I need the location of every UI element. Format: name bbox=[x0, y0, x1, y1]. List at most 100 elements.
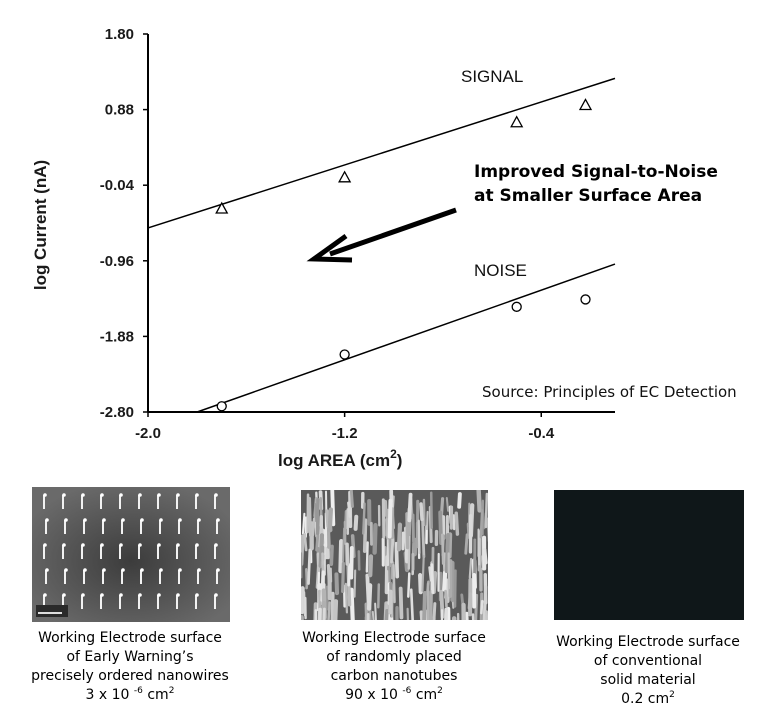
nanotube bbox=[327, 601, 331, 620]
nanotube bbox=[372, 523, 378, 555]
nanotube bbox=[377, 583, 381, 609]
nanotube bbox=[426, 510, 429, 531]
nanotube bbox=[344, 582, 349, 614]
data-point-noise bbox=[511, 301, 522, 312]
nanotube bbox=[301, 512, 306, 535]
nanowire-tip bbox=[157, 543, 161, 547]
data-point-signal bbox=[215, 201, 229, 214]
nanotube bbox=[417, 519, 421, 555]
x-axis-title: log AREA (cm2) bbox=[278, 447, 402, 470]
nanowire-tip bbox=[83, 568, 87, 572]
nanowire-tip bbox=[214, 593, 218, 597]
nanotube bbox=[353, 569, 357, 598]
nanotube bbox=[308, 497, 312, 537]
nanotube bbox=[451, 616, 457, 620]
nanowire-tip bbox=[100, 543, 104, 547]
nanotube bbox=[421, 554, 425, 592]
nanotube bbox=[341, 561, 345, 594]
nanotube bbox=[350, 534, 356, 558]
nanotube bbox=[479, 509, 484, 539]
y-tick-label: 1.80 bbox=[105, 26, 134, 43]
nanotube bbox=[422, 590, 427, 620]
fit-line-signal bbox=[147, 77, 616, 229]
nanotube bbox=[442, 570, 448, 592]
nanotube bbox=[349, 545, 354, 580]
nanowire-tip bbox=[62, 593, 66, 597]
caption-nanowires: Working Electrode surface of Early Warni… bbox=[31, 630, 229, 703]
nanotube bbox=[303, 532, 308, 552]
nanotube bbox=[347, 563, 351, 587]
nanowire-tip bbox=[140, 518, 144, 522]
nanotube bbox=[349, 490, 354, 508]
nanotube bbox=[364, 602, 369, 620]
nanotube bbox=[454, 511, 460, 536]
series-label-noise: NOISE bbox=[474, 261, 527, 280]
nanotube bbox=[371, 610, 375, 620]
y-tick-label: 0.88 bbox=[105, 102, 134, 119]
nanowire-tip bbox=[121, 518, 125, 522]
annotation-line-2: at Smaller Surface Area bbox=[474, 186, 703, 206]
nanotube bbox=[327, 507, 334, 533]
nanowire-array-micrograph bbox=[32, 487, 230, 622]
nanowire-tip bbox=[62, 493, 66, 497]
nanotube bbox=[394, 541, 400, 579]
nanotube bbox=[444, 589, 448, 608]
nanowire-tip bbox=[216, 568, 220, 572]
nanotube bbox=[418, 573, 423, 595]
solid-material-surface bbox=[554, 490, 744, 620]
y-axis-title: log Current (nA) bbox=[31, 160, 50, 290]
data-point-signal bbox=[338, 170, 352, 183]
chart-ticks: 1.80 0.88 -0.04 -0.96 -1.88 -2.80-2.0 -1.2 -0.4 bbox=[100, 26, 555, 442]
nanowire-tip bbox=[197, 518, 201, 522]
nanowire-tip bbox=[81, 593, 85, 597]
nanotube bbox=[422, 498, 426, 527]
annotation-line-1: Improved Signal-to-Noise bbox=[474, 162, 718, 182]
nanotube bbox=[338, 538, 344, 574]
nanotube bbox=[477, 528, 481, 566]
nanotube bbox=[447, 532, 453, 559]
nanowire-tip bbox=[45, 568, 49, 572]
nanotube bbox=[407, 572, 411, 598]
nanotube bbox=[386, 610, 391, 620]
signal-to-noise-annotation: Improved Signal-to-Noise at Smaller Surf… bbox=[474, 160, 718, 208]
nanowire-tip bbox=[178, 518, 182, 522]
nanowire-tip bbox=[214, 543, 218, 547]
nanotube bbox=[362, 518, 368, 553]
x-tick-label: -1.2 bbox=[332, 425, 358, 442]
x-tick-label: -0.4 bbox=[528, 425, 555, 442]
caption-nanotubes: Working Electrode surface of randomly pl… bbox=[302, 630, 486, 703]
nanotube bbox=[307, 548, 312, 585]
nanowire-tip bbox=[195, 493, 199, 497]
nanotube bbox=[441, 533, 445, 565]
nanotube bbox=[457, 492, 462, 509]
nanowire-tip bbox=[176, 593, 180, 597]
nanowire-tip bbox=[140, 568, 144, 572]
nanowire-tip bbox=[159, 518, 163, 522]
nanowire-tip bbox=[157, 593, 161, 597]
nanowire-tip bbox=[100, 593, 104, 597]
nanowire-tip bbox=[43, 593, 47, 597]
nanotube bbox=[362, 502, 366, 535]
nanotube bbox=[353, 514, 359, 531]
nanotube bbox=[329, 544, 334, 567]
nanowire-tip bbox=[195, 593, 199, 597]
nanowire-tip bbox=[62, 543, 66, 547]
nanowire-tip bbox=[64, 568, 68, 572]
nanotube bbox=[383, 499, 388, 517]
nanotube bbox=[484, 492, 488, 529]
nanowire-tip bbox=[102, 518, 106, 522]
series-label-signal: SIGNAL bbox=[461, 67, 523, 86]
fit-line-noise bbox=[196, 263, 616, 413]
nanotube bbox=[390, 539, 395, 564]
y-tick-label: -1.88 bbox=[100, 328, 134, 345]
nanotube bbox=[480, 599, 484, 615]
nanotube bbox=[407, 492, 413, 523]
nanowire-tip bbox=[197, 568, 201, 572]
data-point-noise bbox=[339, 349, 350, 360]
nanowire-tip bbox=[81, 493, 85, 497]
nanowire-tip bbox=[45, 518, 49, 522]
nanotube bbox=[432, 602, 437, 620]
nanowire-tip bbox=[81, 543, 85, 547]
nanowire-tip bbox=[216, 518, 220, 522]
nanotube bbox=[315, 534, 320, 552]
